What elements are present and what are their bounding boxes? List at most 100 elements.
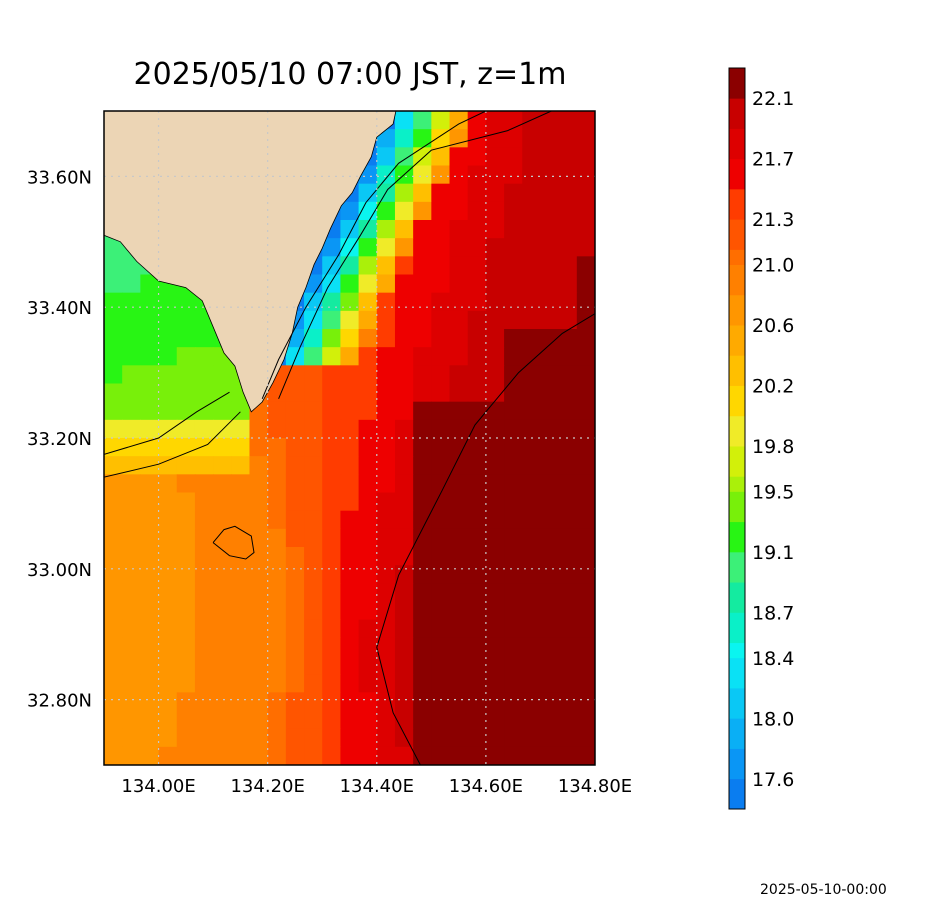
field-cell [176, 601, 196, 621]
field-cell [285, 619, 305, 639]
colorbar-segment [729, 612, 745, 644]
field-cell [267, 601, 287, 621]
field-cell [267, 456, 287, 475]
colorbar-tick-label: 21.3 [752, 209, 794, 231]
field-cell [322, 656, 342, 675]
field-cell [122, 365, 141, 385]
field-cell [249, 728, 269, 748]
x-axis: 134.00E 134.20E 134.40E 134.60E 134.80E [121, 776, 632, 797]
x-tick-label: 134.40E [340, 776, 414, 797]
field-cell [122, 329, 141, 348]
field-cell [558, 401, 578, 421]
field-cell [249, 746, 269, 765]
field-cell [340, 692, 360, 712]
field-cell [104, 547, 123, 566]
field-cell [285, 583, 305, 603]
field-cell [358, 492, 378, 512]
x-tick-label: 134.00E [121, 776, 195, 797]
field-cell [522, 528, 542, 548]
field-cell [558, 728, 578, 748]
field-cell [431, 365, 451, 385]
field-cell [104, 329, 123, 348]
field-cell [540, 129, 560, 148]
field-cell [340, 220, 360, 239]
field-cell [449, 419, 469, 439]
field-cell [449, 129, 469, 148]
field-cell [522, 347, 542, 366]
field-cell [413, 310, 432, 330]
field-cell [376, 637, 396, 657]
field-cell [194, 674, 214, 693]
field-cell [140, 674, 160, 693]
field-cell [322, 347, 342, 366]
field-cell [394, 456, 414, 475]
field-cell [376, 383, 396, 403]
colorbar-segment [729, 521, 745, 553]
field-cell [194, 401, 214, 421]
field-cell [467, 438, 487, 457]
field-cell [158, 492, 178, 512]
field-cell [176, 347, 196, 366]
field-cell [431, 147, 451, 167]
field-cell [213, 619, 232, 639]
field-cell [431, 310, 451, 330]
field-cell [104, 492, 123, 512]
field-cell [394, 601, 414, 621]
field-cell [394, 238, 414, 257]
field-cell [104, 310, 123, 330]
field-cell [467, 383, 487, 403]
field-cell [231, 619, 251, 639]
field-cell [540, 746, 560, 765]
field-cell [558, 347, 578, 366]
field-cell [122, 619, 141, 639]
field-cell [540, 329, 560, 348]
field-cell [358, 583, 378, 603]
field-cell [122, 728, 141, 748]
field-cell [576, 111, 595, 130]
field-cell [358, 674, 378, 693]
field-cell [467, 401, 487, 421]
field-cell [576, 129, 595, 148]
field-cell [322, 456, 342, 475]
field-cell [140, 347, 160, 366]
field-cell [540, 165, 560, 185]
field-cell [340, 565, 360, 584]
field-cell [340, 292, 360, 312]
field-cell [231, 656, 251, 675]
field-cell [358, 365, 378, 385]
field-cell [267, 656, 287, 675]
field-cell [322, 746, 342, 765]
field-cell [576, 674, 595, 693]
field-cell [176, 474, 196, 494]
field-cell [304, 601, 323, 621]
field-cell [485, 619, 505, 639]
y-tick-label: 33.40N [27, 298, 92, 319]
field-cell [413, 129, 432, 148]
field-cell [449, 201, 469, 221]
field-cell [122, 674, 141, 693]
field-cell [176, 637, 196, 657]
field-cell [431, 220, 451, 239]
field-cell [122, 419, 141, 439]
field-cell [231, 692, 251, 712]
field-cell [213, 656, 232, 675]
field-cell [394, 528, 414, 548]
field-cell [394, 147, 414, 167]
field-cell [576, 347, 595, 366]
field-cell [231, 474, 251, 494]
field-cell [322, 401, 342, 421]
field-cell [304, 547, 323, 566]
field-cell [358, 728, 378, 748]
field-cell [340, 456, 360, 475]
field-cell [449, 528, 469, 548]
field-cell [522, 619, 542, 639]
field-cell [576, 274, 595, 294]
field-cell [358, 601, 378, 621]
field-cell [176, 583, 196, 603]
field-cell [558, 438, 578, 457]
field-cell [376, 201, 396, 221]
field-cell [176, 492, 196, 512]
field-cell [540, 274, 560, 294]
field-cell [467, 310, 487, 330]
field-cell [267, 746, 287, 765]
